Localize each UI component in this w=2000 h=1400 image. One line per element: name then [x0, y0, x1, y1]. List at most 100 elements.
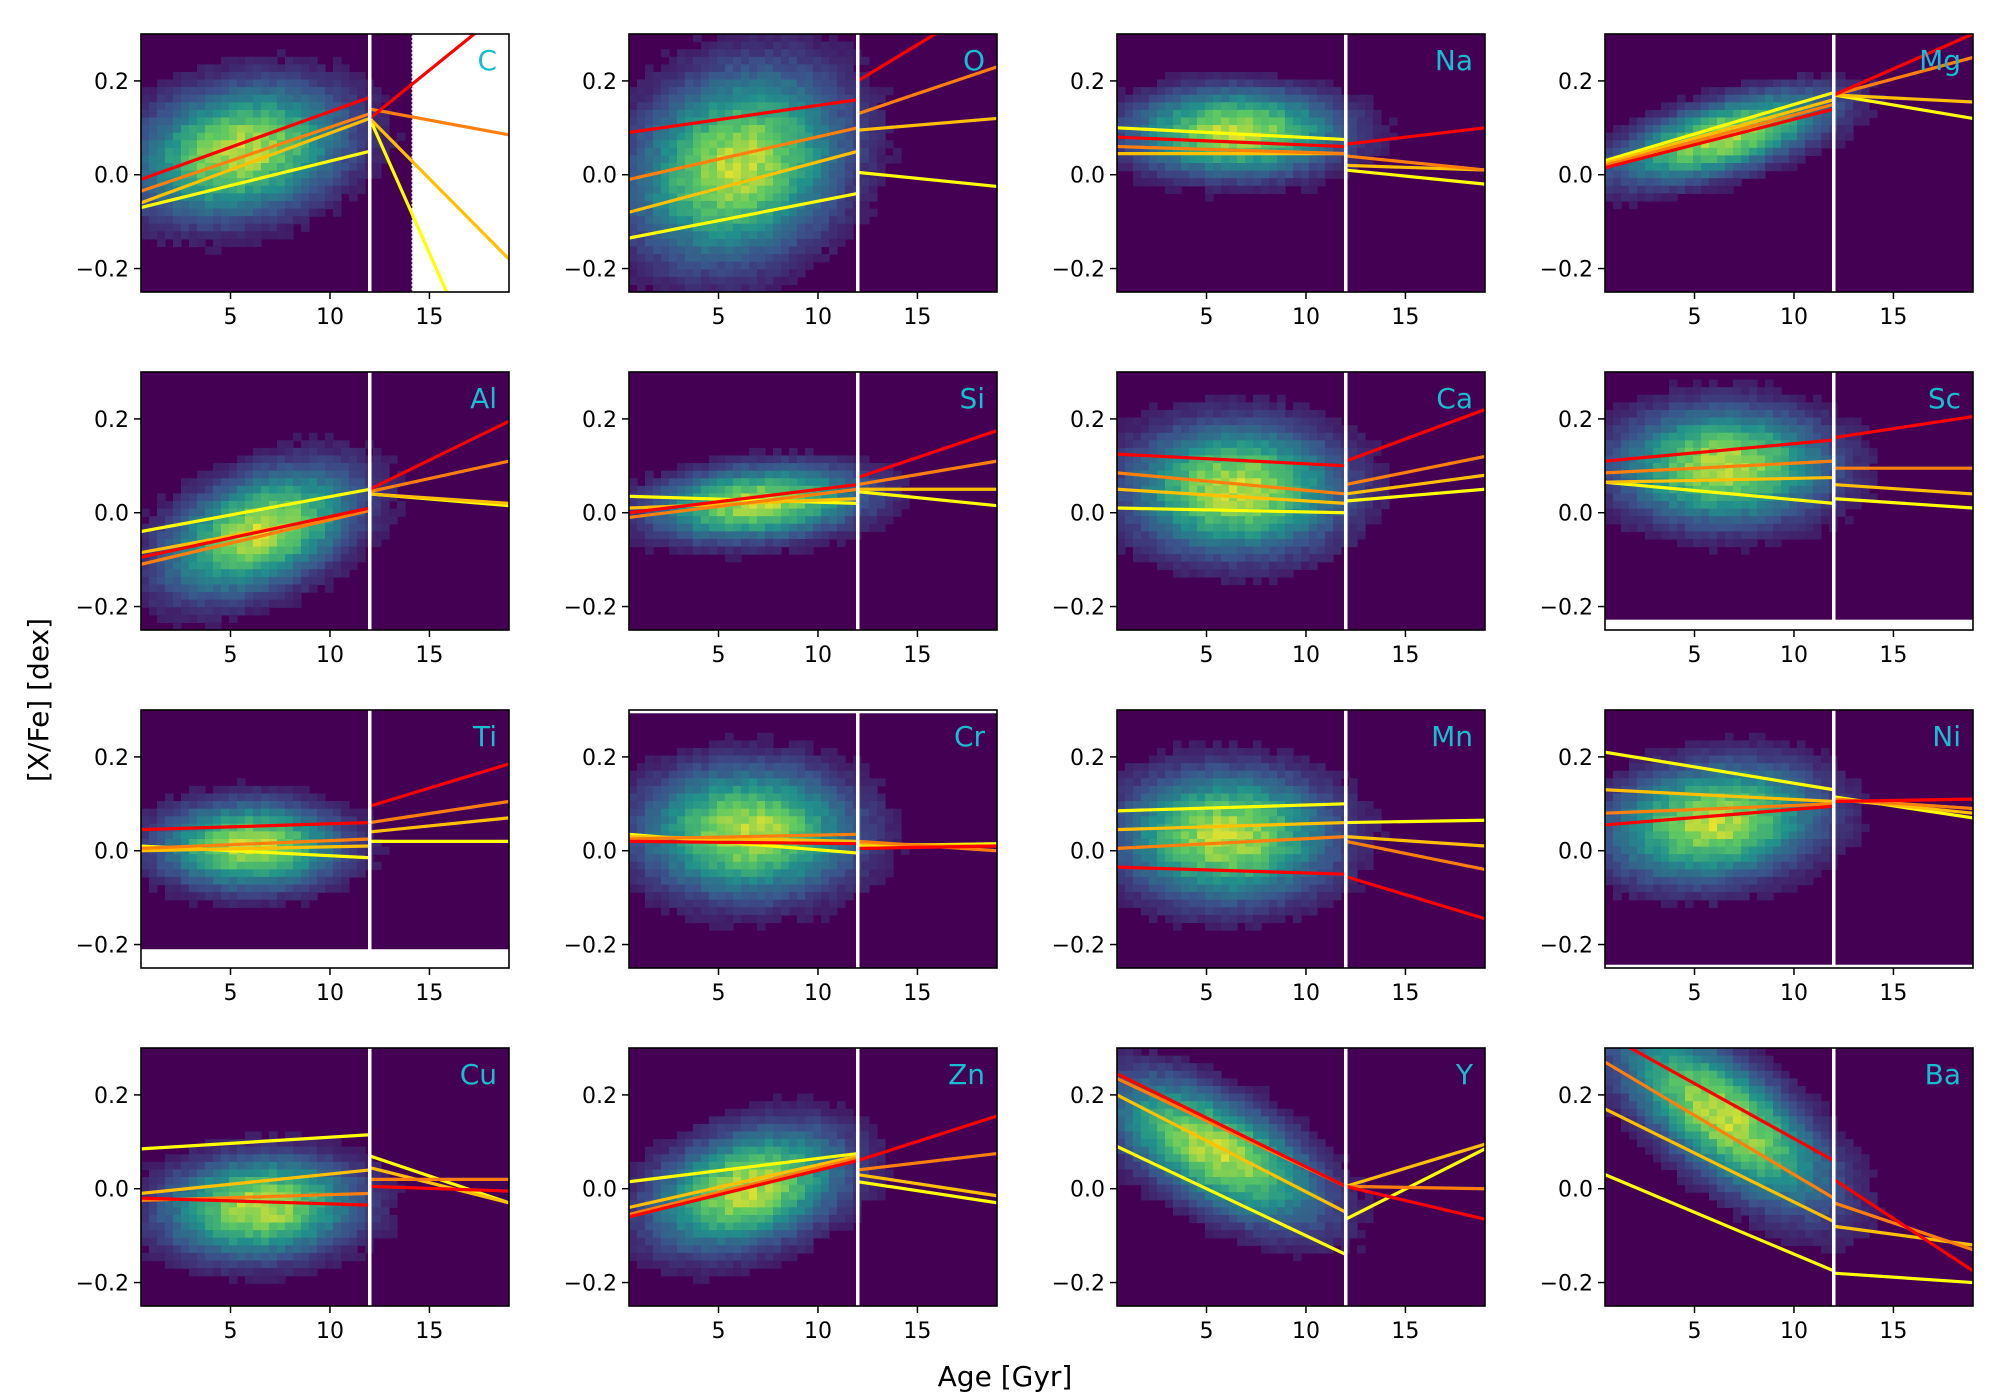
fit-line-bin1-old [857, 429, 997, 480]
fit-line-bin1-young [1117, 452, 1346, 468]
axes-frame [1116, 33, 1486, 293]
element-label: Y [1455, 1058, 1474, 1091]
fit-line-bin4-old [857, 490, 997, 508]
x-tick-label: 10 [1780, 1319, 1808, 1344]
fit-line-bin3-old [1833, 93, 1973, 104]
y-tick-label: 0.2 [582, 1084, 617, 1109]
fit-line-bin2-old [857, 65, 997, 116]
x-tick-label: 10 [1780, 643, 1808, 668]
x-tick-label: 15 [1391, 305, 1419, 330]
fit-line-bin4-young [141, 1133, 370, 1151]
x-tick-label: 10 [1292, 1319, 1320, 1344]
fit-line-bin4-old [1345, 818, 1485, 825]
panel-na: 5 10 15 −0.2 0.0 0.2 Na [1052, 33, 1486, 330]
y-tick-label: −0.2 [564, 934, 617, 959]
x-tick-label: 15 [1879, 305, 1907, 330]
fit-line-bin1-young [629, 1159, 859, 1219]
panel-si: 5 10 15 −0.2 0.0 0.2 Si [564, 371, 998, 668]
x-tick-label: 5 [1688, 981, 1702, 1006]
fit-line-bin4-old [1833, 1271, 1973, 1285]
axes-frame [140, 1047, 510, 1307]
fit-lines [1605, 750, 1973, 827]
x-tick-label: 5 [1200, 643, 1214, 668]
fit-lines [629, 34, 997, 240]
x-tick-label: 15 [903, 981, 931, 1006]
axes-frame [628, 709, 998, 969]
y-tick-label: 0.2 [1558, 746, 1593, 771]
x-tick-label: 15 [1879, 1319, 1907, 1344]
y-tick-label: −0.2 [76, 934, 129, 959]
empty-band [629, 710, 997, 714]
fit-line-bin4-old [1345, 487, 1485, 503]
panel-mg: 5 10 15 −0.2 0.0 0.2 Mg [1540, 33, 1974, 330]
density-histogram [141, 432, 406, 631]
fit-line-bin4-young [141, 149, 371, 210]
panel-ba: 5 10 15 −0.2 0.0 0.2 Ba [1540, 1047, 1974, 1344]
y-tick-label: 0.2 [94, 408, 129, 433]
y-tick-label: 0.0 [1558, 1178, 1593, 1203]
y-tick-label: 0.2 [1070, 746, 1105, 771]
panel-o: 5 10 15 −0.2 0.0 0.2 O [564, 33, 998, 330]
fit-line-bin2-old [857, 459, 997, 487]
fit-line-bin2-old [1345, 454, 1485, 487]
fit-line-bin1-old [857, 1114, 997, 1163]
x-tick-label: 5 [224, 643, 238, 668]
fit-lines [141, 419, 509, 566]
y-tick-label: −0.2 [1052, 596, 1105, 621]
fit-line-bin3-young [1117, 1093, 1347, 1214]
y-tick-label: −0.2 [1540, 1272, 1593, 1297]
y-tick-label: 0.2 [582, 746, 617, 771]
y-tick-label: −0.2 [564, 1272, 617, 1297]
x-tick-label: 15 [1391, 981, 1419, 1006]
element-label: O [963, 44, 985, 77]
fit-line-bin1-old [368, 34, 477, 120]
y-tick-label: 0.0 [1558, 502, 1593, 527]
fit-lines [629, 429, 997, 520]
x-tick-label: 15 [903, 1319, 931, 1344]
y-tick-label: −0.2 [1540, 258, 1593, 283]
fit-line-bin4-young [1605, 91, 1835, 163]
fit-lines [1605, 1048, 1973, 1285]
axes-frame [628, 1047, 998, 1307]
fit-line-bin2-young [141, 112, 371, 193]
fit-line-bin1-young [141, 820, 370, 832]
fit-line-bin1-young [1627, 1048, 1835, 1162]
x-tick-label: 5 [224, 1319, 238, 1344]
y-tick-label: 0.2 [582, 408, 617, 433]
density-histogram [1605, 1048, 1886, 1254]
fit-line-bin2-young [1605, 102, 1835, 167]
x-tick-label: 15 [415, 305, 443, 330]
y-tick-label: 0.0 [1070, 164, 1105, 189]
density-histogram [141, 49, 406, 255]
fit-line-bin4-old [1345, 168, 1485, 186]
y-tick-label: 0.0 [582, 164, 617, 189]
fit-line-bin4-young [1117, 126, 1346, 142]
x-tick-label: 10 [316, 1319, 344, 1344]
fit-line-bin2-young [141, 837, 370, 850]
x-tick-label: 5 [712, 981, 726, 1006]
x-tick-label: 5 [712, 643, 726, 668]
fit-line-bin1-old [1345, 126, 1485, 146]
fit-line-bin2-old [369, 799, 509, 825]
element-label: Si [959, 382, 985, 415]
fit-line-bin1-young [1605, 107, 1835, 170]
fit-line-bin4-old [1833, 497, 1973, 510]
fit-line-bin4-young [1605, 750, 1835, 792]
fit-line-bin4-old [1345, 1147, 1485, 1221]
y-tick-label: 0.0 [94, 840, 129, 865]
fit-line-bin2-old [369, 459, 509, 494]
element-label: Ba [1925, 1058, 1961, 1091]
x-tick-label: 15 [903, 643, 931, 668]
x-tick-label: 5 [712, 1319, 726, 1344]
empty-band [141, 949, 509, 968]
fit-line-bin1-young [1605, 438, 1834, 463]
fit-line-bin2-old [1345, 839, 1485, 872]
y-tick-label: 0.2 [1558, 408, 1593, 433]
fit-line-bin1-old [1345, 874, 1485, 921]
x-tick-label: 15 [903, 305, 931, 330]
fit-line-bin1-young [629, 98, 858, 135]
fit-line-bin2-old [1345, 1184, 1485, 1191]
axes-frame [1116, 1047, 1486, 1307]
panel-ca: 5 10 15 −0.2 0.0 0.2 Ca [1052, 371, 1486, 668]
